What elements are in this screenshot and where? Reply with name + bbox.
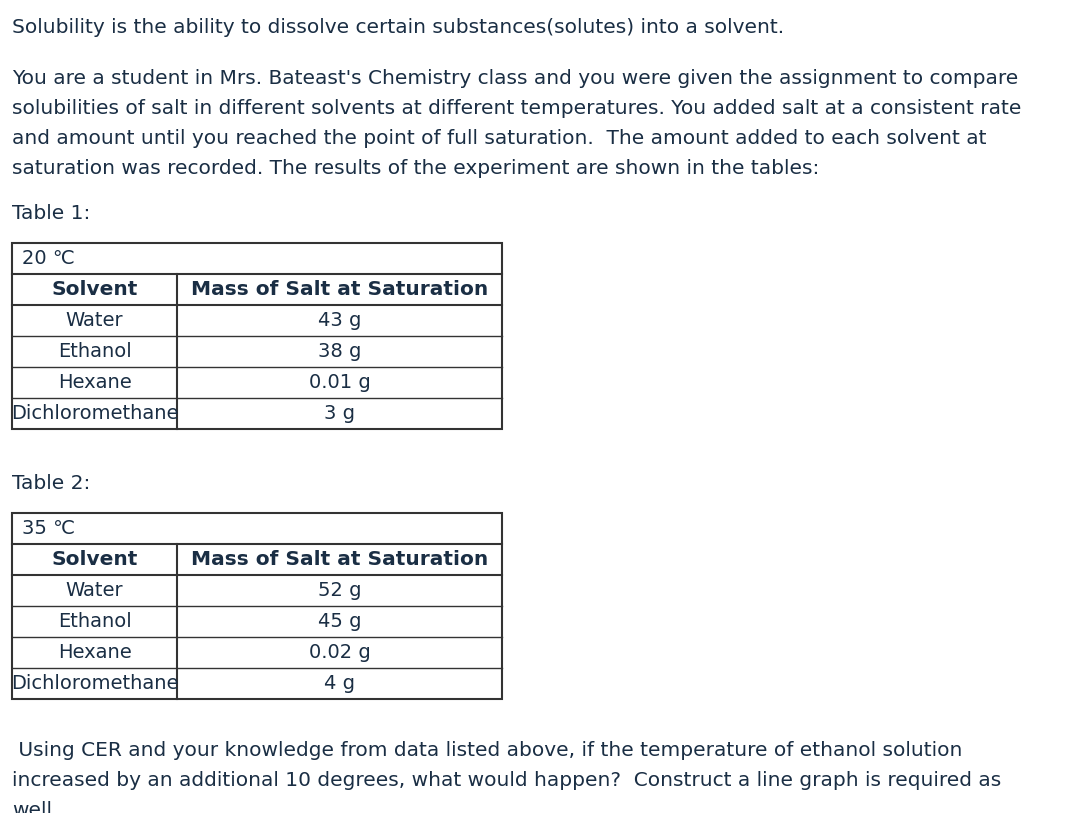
- Text: 45 g: 45 g: [317, 612, 361, 631]
- Text: 52 g: 52 g: [317, 581, 361, 600]
- Text: Mass of Salt at Saturation: Mass of Salt at Saturation: [191, 550, 489, 569]
- Text: Table 2:: Table 2:: [12, 474, 91, 493]
- Text: Solubility is the ability to dissolve certain substances(solutes) into a solvent: Solubility is the ability to dissolve ce…: [12, 18, 785, 37]
- Text: Table 1:: Table 1:: [12, 204, 91, 223]
- Text: Water: Water: [65, 581, 123, 600]
- Text: 3 g: 3 g: [324, 404, 355, 423]
- Text: well.: well.: [12, 801, 59, 813]
- Text: 20 ℃: 20 ℃: [22, 249, 75, 268]
- Text: Solvent: Solvent: [51, 280, 138, 299]
- Text: 38 g: 38 g: [317, 342, 361, 361]
- Text: Hexane: Hexane: [58, 643, 131, 662]
- Text: You are a student in Mrs. Bateast's Chemistry class and you were given the assig: You are a student in Mrs. Bateast's Chem…: [12, 69, 1019, 88]
- Text: saturation was recorded. The results of the experiment are shown in the tables:: saturation was recorded. The results of …: [12, 159, 819, 178]
- Text: 35 ℃: 35 ℃: [22, 519, 75, 538]
- Text: Dichloromethane: Dichloromethane: [11, 404, 179, 423]
- Text: 0.01 g: 0.01 g: [309, 373, 370, 392]
- Text: Dichloromethane: Dichloromethane: [11, 674, 179, 693]
- Text: Ethanol: Ethanol: [58, 342, 131, 361]
- Text: Solvent: Solvent: [51, 550, 138, 569]
- Text: Hexane: Hexane: [58, 373, 131, 392]
- Bar: [12, 513, 502, 699]
- Text: Ethanol: Ethanol: [58, 612, 131, 631]
- Text: and amount until you reached the point of full saturation.  The amount added to : and amount until you reached the point o…: [12, 129, 987, 148]
- Text: Using CER and your knowledge from data listed above, if the temperature of ethan: Using CER and your knowledge from data l…: [12, 741, 962, 760]
- Bar: [12, 243, 502, 429]
- Text: Mass of Salt at Saturation: Mass of Salt at Saturation: [191, 280, 489, 299]
- Text: 4 g: 4 g: [324, 674, 355, 693]
- Text: 43 g: 43 g: [317, 311, 361, 330]
- Text: solubilities of salt in different solvents at different temperatures. You added : solubilities of salt in different solven…: [12, 99, 1021, 118]
- Text: Water: Water: [65, 311, 123, 330]
- Text: increased by an additional 10 degrees, what would happen?  Construct a line grap: increased by an additional 10 degrees, w…: [12, 771, 1002, 790]
- Text: 0.02 g: 0.02 g: [309, 643, 370, 662]
